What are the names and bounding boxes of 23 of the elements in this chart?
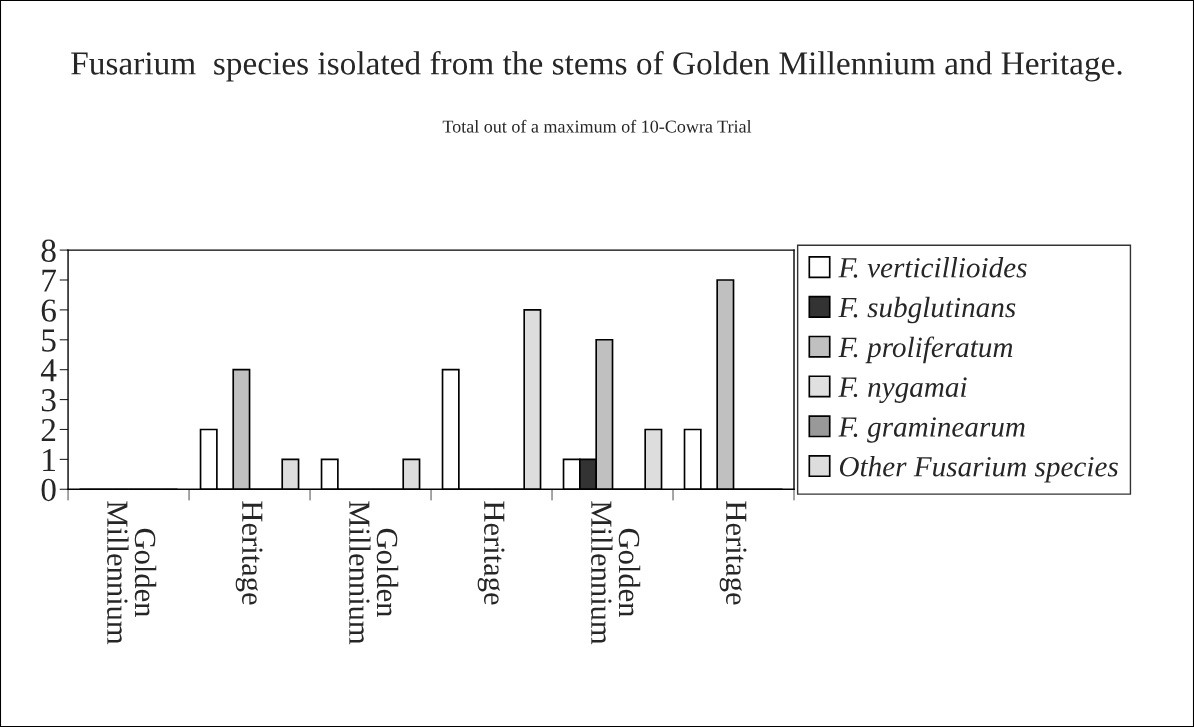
- legend-label: F. verticillioides: [838, 257, 1027, 278]
- y-tick-label: 6: [41, 299, 56, 322]
- y-tick-label: 4: [40, 359, 57, 382]
- chart-title: Fusarium species isolated from the stems of Golden Millennium and Heritage.: [71, 50, 1122, 82]
- x-tick-label: Heritage: [477, 501, 505, 605]
- legend-label: F. proliferatum: [838, 336, 1013, 364]
- legend-label: Other Fusarium species: [839, 456, 1118, 483]
- chart-subtitle: Total out of a maximum of 10-Cowra Trial: [442, 119, 752, 133]
- x-tick-label: Heritage: [719, 501, 747, 605]
- y-tick-label: 3: [41, 389, 56, 412]
- x-tick-label: Golden Millennium: [591, 501, 641, 645]
- y-tick-label: 5: [42, 329, 56, 352]
- y-tick-label: 1: [43, 448, 55, 471]
- legend-label: F. nygamai: [838, 377, 967, 403]
- x-tick-label: Golden Millennium: [349, 501, 399, 645]
- legend-label: F. subglutinans: [838, 296, 1016, 324]
- x-tick-label: Golden Millennium: [107, 501, 157, 645]
- y-tick-label: 8: [41, 239, 56, 262]
- x-tick-label: Heritage: [235, 501, 263, 605]
- legend-label: F. graminearum: [838, 417, 1025, 443]
- y-tick-label: 0: [41, 478, 56, 502]
- y-tick-label: 7: [42, 269, 56, 292]
- y-tick-label: 2: [41, 418, 56, 442]
